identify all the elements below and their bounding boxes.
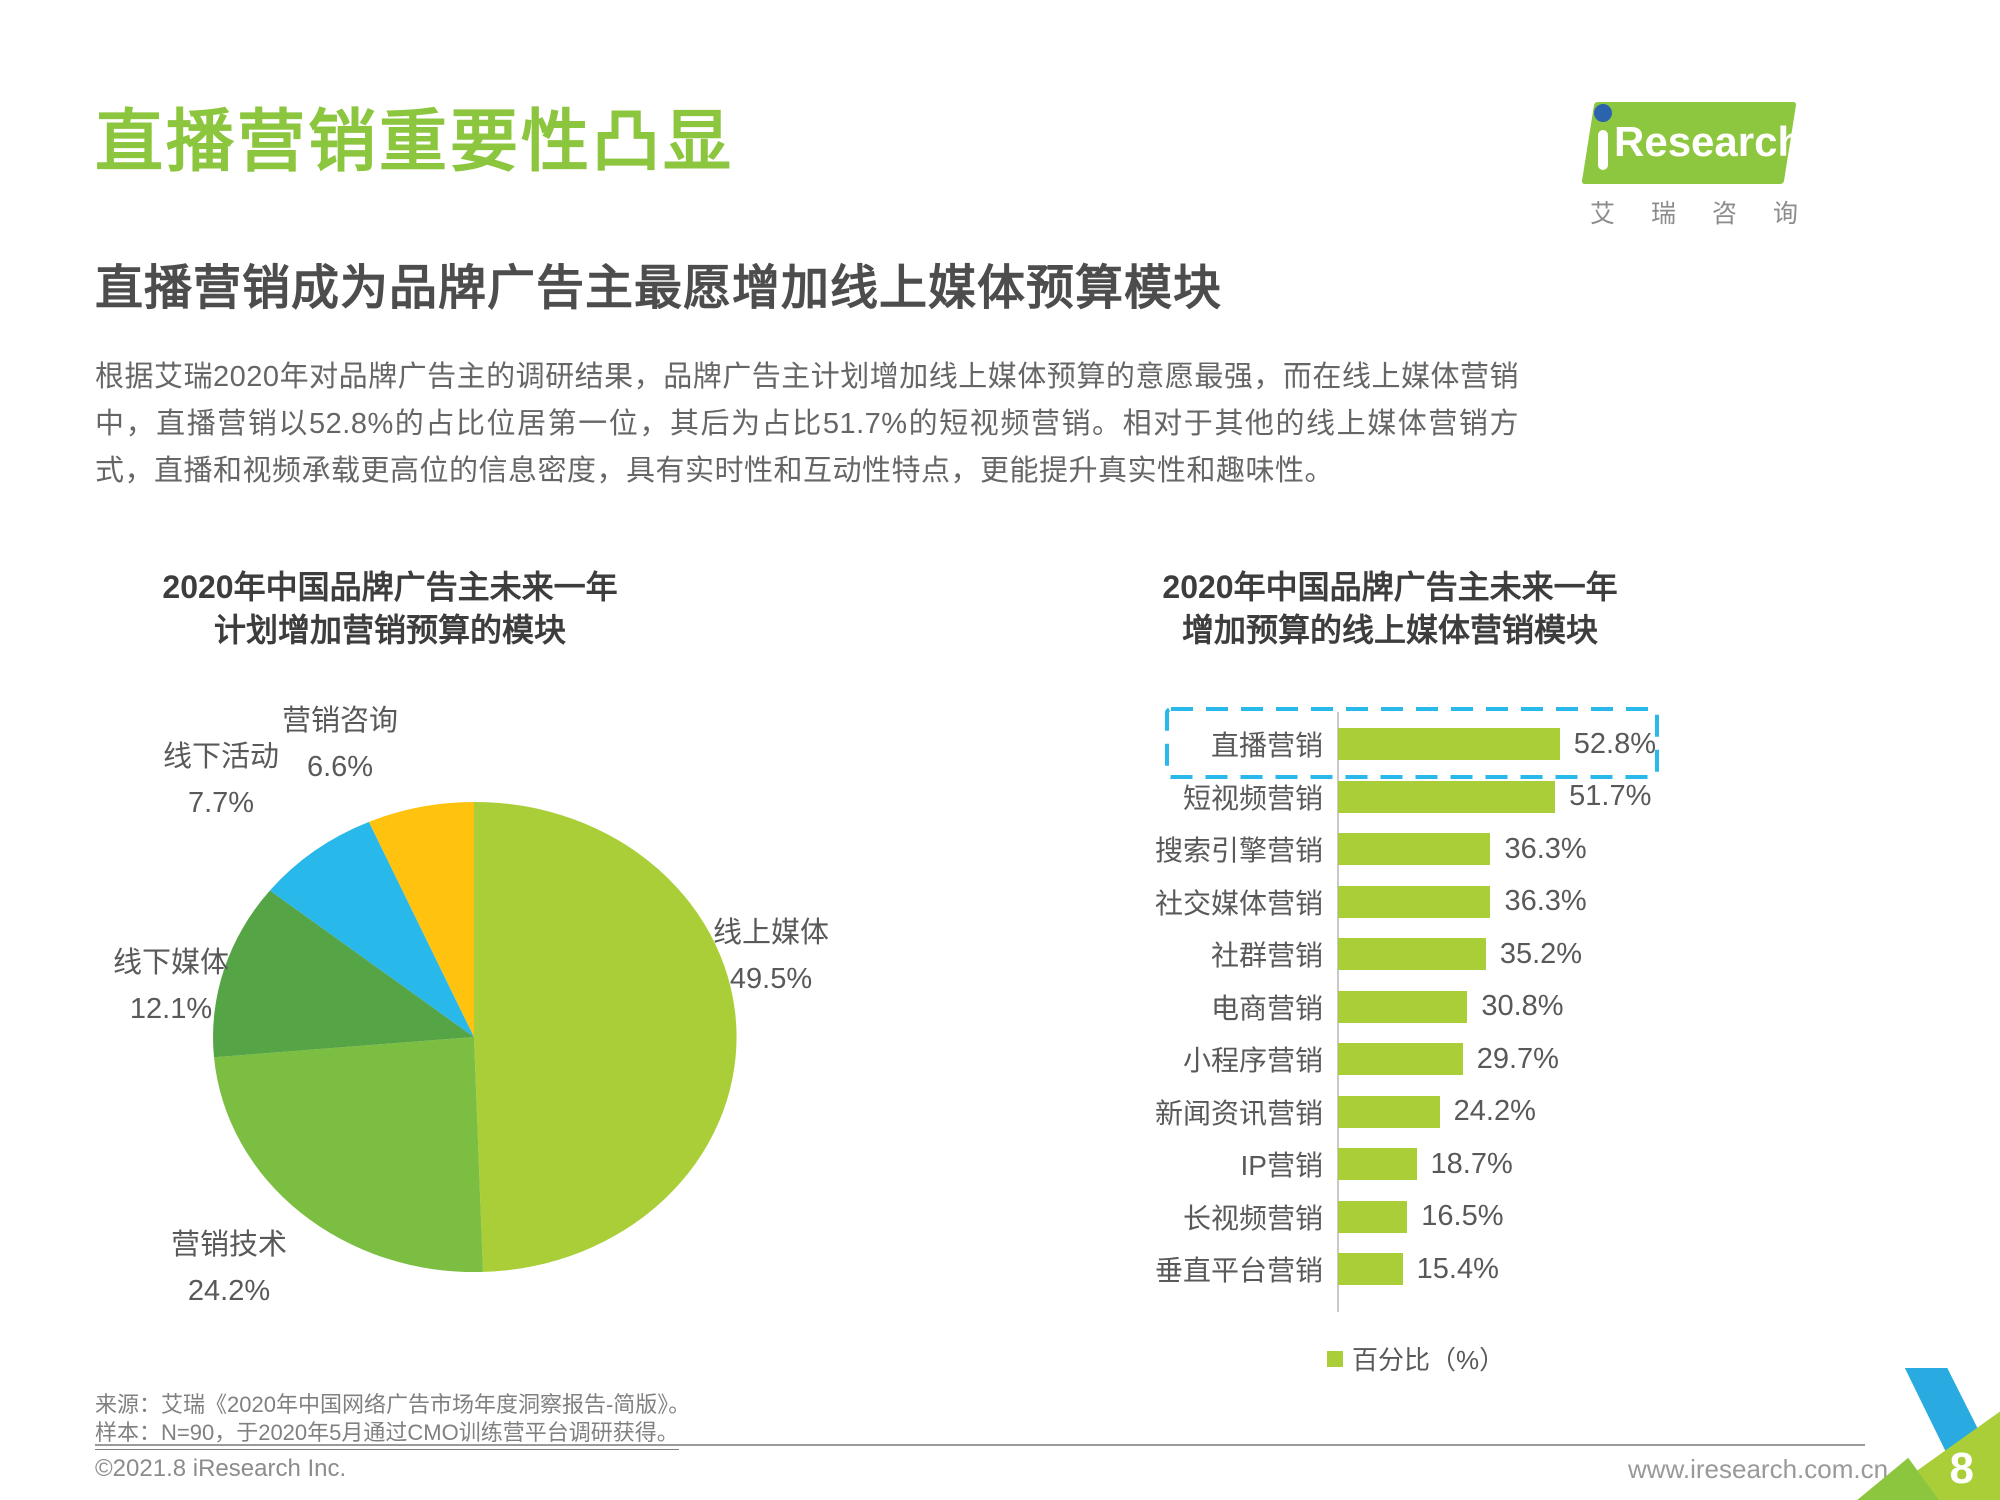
logo-i-dot-icon: [1594, 104, 1612, 122]
bar-chart-legend: 百分比（%）: [1327, 1340, 1505, 1377]
bar-ecommerce: [1338, 990, 1468, 1023]
logo-chinese-name: 艾瑞咨询: [1590, 200, 1835, 228]
bar-ip-marketing: [1338, 1148, 1417, 1181]
bar-row-ip-marketing: IP营销 18.7%: [1240, 1147, 1513, 1182]
bar-row-long-video: 长视频营销 16.5%: [1182, 1200, 1504, 1234]
pie-label-offline-media: 线下媒体 12.1%: [112, 947, 229, 1025]
website-link[interactable]: www.iresearch.com.cn: [1628, 1454, 1889, 1484]
bar-news-feed: [1338, 1095, 1440, 1128]
bar-row-ecommerce: 电商营销 30.8%: [1210, 990, 1564, 1024]
footer-divider: [95, 1444, 1865, 1446]
pie-slice-offline-events: [269, 821, 474, 1037]
pie-slice-offline-media: [213, 890, 474, 1058]
legend-swatch: [1327, 1350, 1343, 1367]
bar-community: [1338, 938, 1486, 971]
pie-chart-title-line1: 2020年中国品牌广告主未来一年: [162, 569, 618, 605]
iresearch-logo: Research 艾瑞咨询: [1570, 92, 1835, 228]
pie-chart-title-line2: 计划增加营销预算的模块: [213, 612, 566, 648]
page-number: 8: [1949, 1444, 1974, 1493]
bar-row-mini-program: 小程序营销 29.7%: [1182, 1042, 1559, 1077]
bar-row-vertical-platform: 垂直平台营销 15.4%: [1154, 1252, 1499, 1287]
bar-long-video: [1338, 1200, 1408, 1233]
pie-slice-marketing-tech: [214, 1037, 483, 1273]
bar-chart-title-line2: 增加预算的线上媒体营销模块: [1181, 612, 1598, 648]
bar-vertical-platform: [1338, 1253, 1403, 1286]
bar-row-community: 社群营销 35.2%: [1210, 937, 1583, 972]
pie-label-offline-events: 线下活动 7.7%: [162, 741, 279, 819]
page-title: 直播营销重要性凸显: [95, 104, 735, 180]
bar-row-news-feed: 新闻资讯营销 24.2%: [1154, 1095, 1536, 1129]
bar-row-search-engine: 搜索引擎营销 36.3%: [1154, 832, 1587, 867]
pie-label-marketing-tech: 营销技术 24.2%: [170, 1229, 287, 1307]
pie-slice-online-media: [474, 801, 737, 1272]
pie-label-marketing-consulting: 营销咨询 6.6%: [281, 705, 398, 783]
sample-note: 样本：N=90，于2020年5月通过CMO训练营平台调研获得。: [95, 1415, 679, 1450]
page-subtitle: 直播营销成为品牌广告主最愿增加线上媒体预算模块: [95, 262, 1223, 315]
copyright-text: ©2021.8 iResearch Inc.: [95, 1455, 347, 1482]
intro-paragraph: 根据艾瑞2020年对品牌广告主的调研结果，品牌广告主计划增加线上媒体预算的意愿最…: [95, 361, 1519, 487]
bar-social-media: [1338, 885, 1491, 918]
bar-chart-rows: 直播营销 52.8% 短视频营销 51.7% 搜索引擎营销 36.3% 社交媒体…: [1130, 718, 1890, 1296]
bar-search-engine: [1338, 833, 1491, 866]
bar-short-video: [1338, 780, 1556, 813]
legend-label: 百分比（%）: [1352, 1345, 1506, 1375]
logo-i-stem-icon: [1598, 130, 1608, 170]
bar-row-short-video: 短视频营销 51.7%: [1182, 780, 1652, 814]
highlight-dashed-box: [1165, 707, 1659, 779]
pie-label-online-media: 线上媒体 49.5%: [712, 917, 829, 995]
source-note: 来源：艾瑞《2020年中国网络广告市场年度洞察报告-简版》。: [95, 1392, 691, 1417]
bar-mini-program: [1338, 1043, 1463, 1076]
bar-chart-title: 2020年中国品牌广告主未来一年 增加预算的线上媒体营销模块: [1080, 566, 1700, 652]
bar-chart-title-line1: 2020年中国品牌广告主未来一年: [1162, 569, 1618, 605]
corner-decoration: 8: [1830, 1368, 2000, 1500]
bar-live-marketing: [1338, 728, 1560, 761]
logo-wordmark: Research: [1614, 118, 1804, 165]
pie-chart: [213, 801, 737, 1273]
pie-chart-title: 2020年中国品牌广告主未来一年 计划增加营销预算的模块: [80, 566, 700, 652]
bar-row-social-media: 社交媒体营销 36.3%: [1154, 885, 1587, 919]
pie-slice-marketing-consulting: [368, 802, 474, 1037]
bar-row-live-marketing: 直播营销 52.8%: [1210, 727, 1656, 762]
